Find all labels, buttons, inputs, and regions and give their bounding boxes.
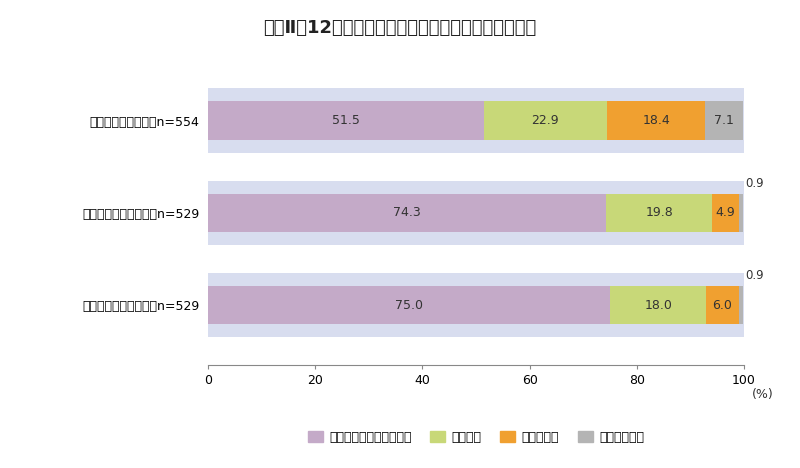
Text: 18.4: 18.4 — [642, 114, 670, 127]
Text: 74.3: 74.3 — [394, 206, 421, 219]
Bar — [208, 194, 606, 232]
Text: 75.0: 75.0 — [395, 299, 423, 312]
Bar — [610, 286, 706, 324]
Text: 18.0: 18.0 — [644, 299, 672, 312]
Text: 7.1: 7.1 — [714, 114, 734, 127]
Text: 0.9: 0.9 — [745, 177, 764, 190]
Bar — [208, 273, 744, 337]
Text: 19.8: 19.8 — [646, 206, 673, 219]
Bar — [606, 194, 712, 232]
Bar — [738, 194, 743, 232]
Text: 51.5: 51.5 — [332, 114, 360, 127]
Bar — [606, 102, 706, 140]
Bar — [208, 88, 744, 153]
Text: (%): (%) — [752, 388, 774, 401]
Text: 0.9: 0.9 — [745, 269, 764, 282]
Bar — [706, 286, 738, 324]
Text: 22.9: 22.9 — [531, 114, 559, 127]
Bar — [208, 102, 484, 140]
Bar — [706, 102, 743, 140]
Bar — [484, 102, 606, 140]
Text: 4.9: 4.9 — [716, 206, 735, 219]
Bar — [208, 286, 610, 324]
Bar — [738, 286, 743, 324]
Legend: 全く取りかかっていない, 検討段階, 多少は実施, 十分実施済み: 全く取りかかっていない, 検討段階, 多少は実施, 十分実施済み — [303, 426, 649, 449]
Text: 図表Ⅱ－12　温室効果ガス排出量の把握（単数回答）: 図表Ⅱ－12 温室効果ガス排出量の把握（単数回答） — [263, 19, 537, 37]
Text: 6.0: 6.0 — [713, 299, 733, 312]
Bar — [712, 194, 738, 232]
Bar — [208, 181, 744, 245]
